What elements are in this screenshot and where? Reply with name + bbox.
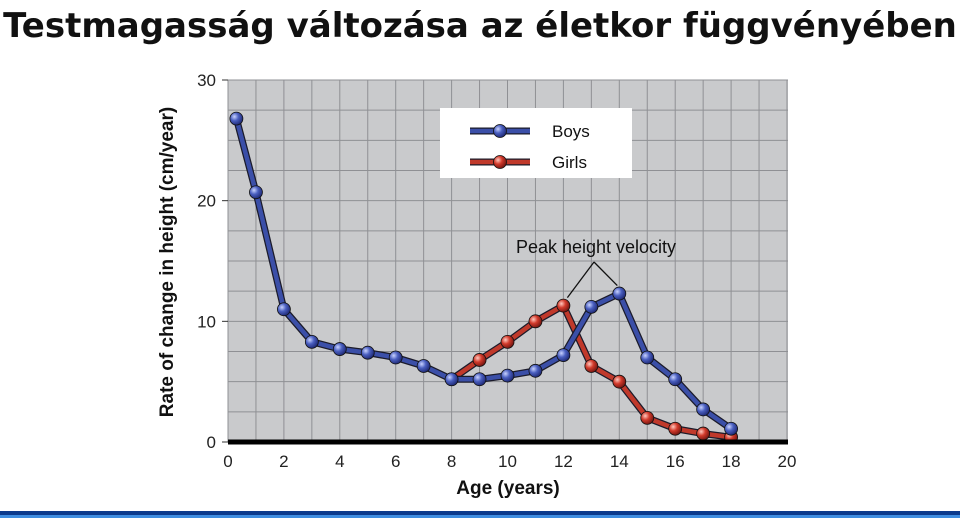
data-point-girls: [612, 374, 627, 389]
x-tick-label: 16: [666, 452, 685, 471]
data-point-boys: [556, 348, 571, 363]
data-point-boys: [249, 185, 263, 200]
y-tick-label: 0: [207, 433, 216, 452]
data-point-boys: [360, 345, 375, 360]
series-boys: [229, 111, 738, 436]
data-point-boys: [584, 299, 599, 314]
data-point-boys: [332, 342, 347, 356]
data-point-girls: [640, 410, 655, 425]
data-point-girls: [472, 353, 487, 367]
data-point-girls: [500, 334, 515, 349]
x-tick-label: 18: [722, 452, 741, 471]
slide-title: Testmagasság változása az életkor függvé…: [3, 6, 957, 46]
annotation-group: Peak height velocity: [516, 237, 676, 299]
data-point-boys: [444, 372, 459, 387]
x-tick-label: 14: [610, 452, 629, 471]
legend-marker: [493, 155, 507, 169]
data-point-boys: [416, 359, 431, 373]
data-point-boys: [304, 334, 319, 349]
x-tick-label: 0: [223, 452, 232, 471]
x-tick-label: 8: [447, 452, 456, 471]
data-point-boys: [724, 421, 738, 436]
data-point-boys: [276, 302, 291, 317]
x-tick-label: 12: [554, 452, 573, 471]
legend: Boys Girls: [440, 108, 632, 178]
legend-marker: [493, 124, 507, 138]
data-point-girls: [696, 426, 711, 441]
data-point-boys: [229, 111, 244, 126]
annotation-pointer-boys: [593, 261, 618, 287]
series-layer: [229, 111, 738, 445]
x-tick-label: 2: [279, 452, 288, 471]
y-tick-label: 30: [197, 71, 216, 90]
data-point-boys: [668, 372, 683, 387]
data-point-boys: [640, 350, 655, 365]
x-tick-label: 6: [391, 452, 400, 471]
y-tick-label: 10: [197, 312, 216, 331]
footer-bar-accent: [0, 515, 960, 518]
y-axis-label: Rate of change in height (cm/year): [157, 107, 178, 417]
data-point-girls: [528, 314, 543, 329]
data-point-boys: [500, 368, 515, 383]
legend-box: [440, 108, 632, 178]
x-axis-label: Age (years): [456, 478, 560, 499]
data-point-boys: [472, 372, 487, 387]
legend-label-boys: Boys: [552, 122, 590, 141]
x-tick-label: 10: [498, 452, 517, 471]
data-point-girls: [556, 298, 571, 313]
data-point-girls: [584, 359, 599, 373]
legend-label-girls: Girls: [552, 153, 587, 172]
tick-labels: 0 2 4 6 8 10 12 14 16 18 20 0 10 20 30: [197, 71, 796, 471]
x-tick-label: 4: [335, 452, 344, 471]
data-point-girls: [668, 421, 683, 436]
data-point-boys: [612, 286, 627, 301]
annotation-peak-height-velocity: Peak height velocity: [516, 237, 676, 257]
x-tick-label: 20: [778, 452, 797, 471]
annotation-pointer-girls: [566, 261, 595, 299]
y-tick-label: 20: [197, 192, 216, 211]
data-point-boys: [696, 402, 711, 417]
data-point-boys: [388, 350, 403, 365]
footer-bar: [0, 511, 960, 515]
data-point-boys: [528, 363, 543, 378]
